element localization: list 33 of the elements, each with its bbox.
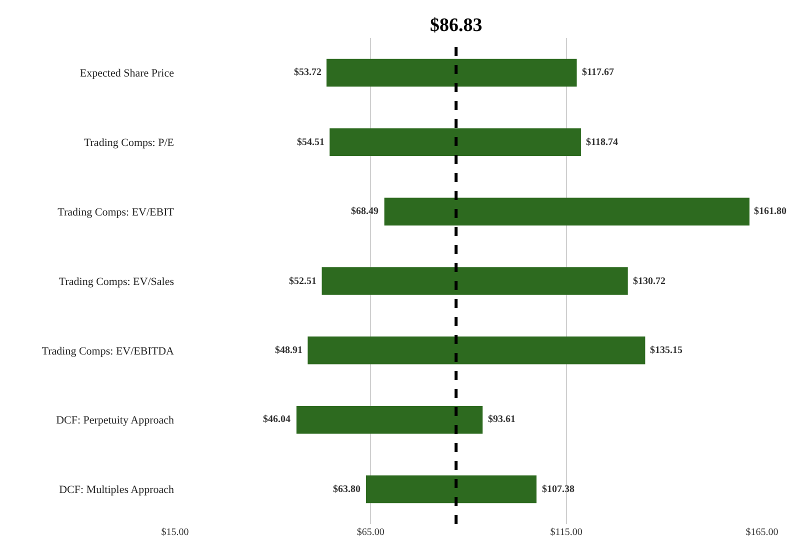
annotation: $46.04 [263,414,290,425]
bar [308,336,646,364]
annotation: $63.80 [333,484,360,495]
annotation: $161.80 [754,206,786,217]
annotation: $68.49 [351,206,378,217]
x-tick-label: $165.00 [746,527,778,538]
annotation: $93.61 [488,414,516,425]
annotation: $117.67 [582,67,614,78]
annotation: $130.72 [633,276,666,287]
ref-line-label: $86.83 [430,15,482,36]
y-tick-label: Trading Comps: EV/Sales [58,276,174,288]
annotation: $52.51 [289,276,316,287]
y-tick-label: DCF: Multiples Approach [59,484,174,496]
bar [330,128,581,156]
y-tick-label: Expected Share Price [80,68,174,80]
y-tick-label: Trading Comps: EV/EBIT [58,206,174,218]
x-tick-label: $65.00 [356,527,384,538]
bar [366,475,537,504]
annotation: $135.15 [650,345,682,356]
y-tick-label: Trading Comps: EV/EBITDA [42,345,174,358]
annotation: $118.74 [586,137,618,148]
bar [326,58,577,87]
annotation: $107.38 [542,484,574,495]
bar [322,267,628,295]
bar [296,406,483,434]
annotation: $53.72 [294,67,322,78]
annotation: $54.51 [297,137,324,148]
y-tick-label: Trading Comps: P/E [84,136,174,149]
annotation: $48.91 [275,345,302,356]
bar [384,198,750,226]
x-tick-label: $15.00 [161,527,189,538]
x-tick-label: $115.00 [550,527,582,538]
y-tick-label: DCF: Perpetuity Approach [56,414,174,427]
